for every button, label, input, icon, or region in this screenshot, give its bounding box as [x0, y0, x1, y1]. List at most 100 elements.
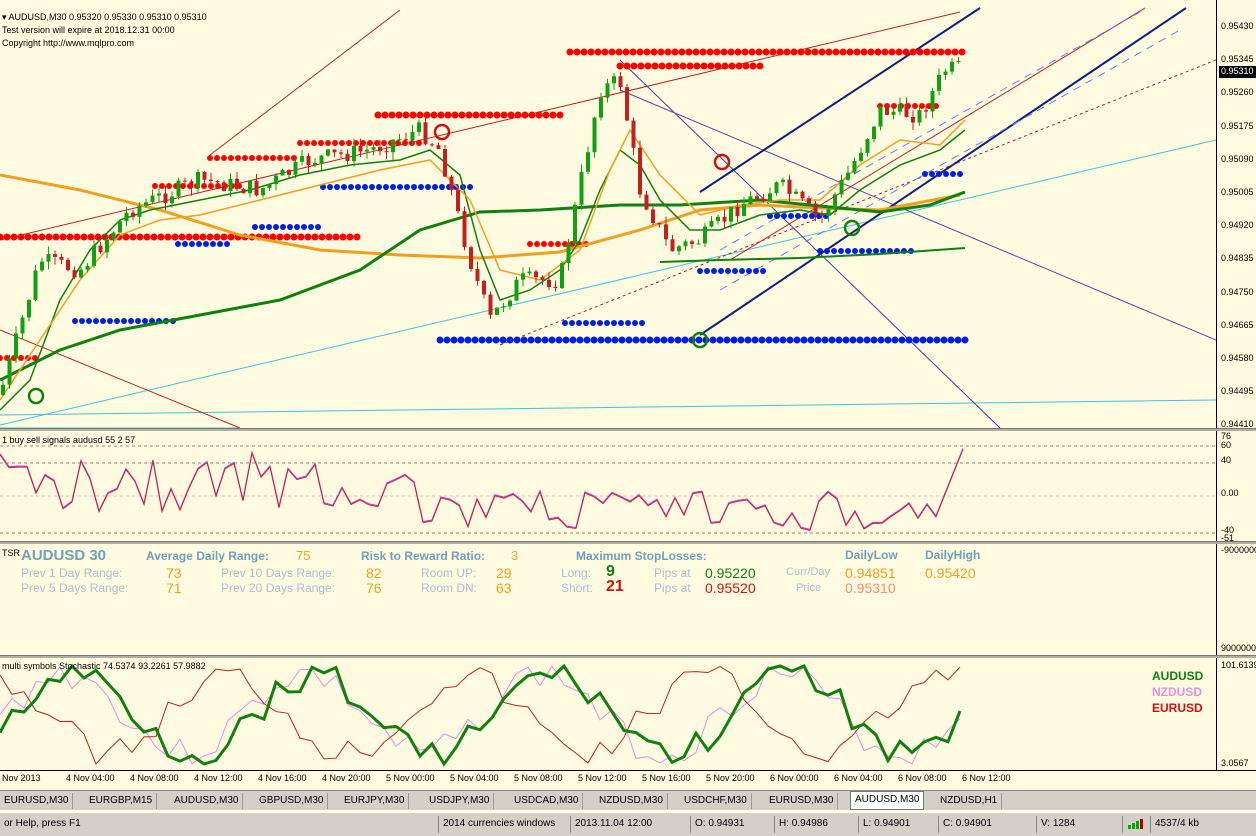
resistance-dot	[832, 48, 840, 56]
chart-tab[interactable]: EURGBP,M15	[85, 793, 158, 809]
chart-tab[interactable]: NZDUSD,H1	[936, 793, 1003, 809]
bear-candle	[378, 147, 382, 152]
pane-separator[interactable]	[0, 655, 1256, 658]
resistance-dot	[629, 48, 637, 56]
resistance-dot	[580, 48, 588, 56]
resistance-dot	[790, 48, 798, 56]
resistance-dot	[685, 48, 693, 56]
bear-candle	[651, 209, 655, 223]
oscillator-signal-line	[0, 449, 964, 532]
resistance-dot	[644, 62, 652, 70]
resistance-dot	[423, 111, 431, 119]
bull-candle	[92, 245, 96, 266]
bull-candle	[157, 193, 161, 196]
bull-candle	[527, 271, 532, 274]
bear-candle	[404, 139, 408, 141]
bear-candle	[443, 148, 447, 177]
resistance-dot	[17, 233, 25, 241]
bull-candle	[917, 110, 922, 123]
support-dot	[737, 336, 745, 344]
support-dot	[383, 184, 389, 190]
support-dot	[898, 336, 906, 344]
support-dot	[845, 248, 851, 254]
support-dot	[425, 184, 431, 190]
resistance-dot	[527, 241, 533, 247]
dropdown-arrow-icon[interactable]: ▾	[2, 12, 9, 22]
support-dot	[196, 241, 202, 247]
resistance-dot	[159, 183, 165, 189]
tsr-axis-bottom: 9000000	[1221, 643, 1256, 653]
pane-separator[interactable]	[0, 428, 1256, 431]
support-dot	[252, 224, 258, 230]
support-dot	[457, 336, 465, 344]
bull-candle	[768, 193, 772, 202]
eurusd-stochastic-line	[0, 665, 961, 765]
bear-candle	[800, 191, 805, 199]
support-dot	[788, 213, 794, 219]
room-dn-value: 63	[496, 580, 512, 596]
support-dot	[653, 336, 661, 344]
blue-dashed-line	[719, 11, 1141, 251]
profile-name[interactable]: 2014 currencies windows	[438, 816, 568, 833]
chart-tab[interactable]: EURUSD,M30	[765, 793, 839, 809]
bull-candle	[118, 221, 122, 233]
price-axis-label: 0.95090	[1221, 153, 1254, 164]
main-chart-pane[interactable]: ▾ AUDUSD,M30 0.95320 0.95330 0.95310 0.9…	[0, 0, 1216, 428]
resistance-dot	[895, 48, 903, 56]
tsr-label: TSR	[2, 548, 20, 558]
bull-candle	[410, 131, 415, 141]
bull-candle	[495, 307, 499, 315]
chart-tab[interactable]: NZDUSD,M30	[595, 793, 668, 809]
time-axis-label: 5 Nov 04:00	[450, 773, 499, 783]
support-dot	[753, 268, 759, 274]
pane-separator[interactable]	[0, 541, 1256, 544]
oscillator-axis-label: -40	[1221, 525, 1235, 535]
chart-tab[interactable]: EURJPY,M30	[340, 793, 410, 809]
time-axis-label: 4 Nov 20:00	[322, 773, 371, 783]
bear-candle	[813, 203, 818, 215]
resistance-dot	[207, 155, 213, 161]
chart-tab[interactable]: USDJPY,M30	[425, 793, 495, 809]
chart-tab[interactable]: USDCAD,M30	[510, 793, 584, 809]
chart-tab[interactable]: EURUSD,M30	[0, 793, 74, 809]
horizontal-trendline	[0, 399, 1216, 416]
prev10-label: Prev 10 Days Range:	[221, 566, 336, 580]
support-dot	[774, 213, 780, 219]
stochastic-pane[interactable]: multi symbols Stochastic 74.5374 93.2261…	[0, 658, 1216, 770]
bear-candle	[787, 179, 792, 194]
support-dot	[802, 213, 808, 219]
support-dot	[259, 224, 265, 230]
bear-candle	[761, 198, 766, 202]
support-dot	[376, 184, 382, 190]
price-axis-label: 0.94665	[1221, 319, 1254, 330]
bull-candle	[566, 243, 571, 264]
resistance-dot	[367, 140, 373, 146]
support-dot	[681, 336, 689, 344]
support-dot	[327, 184, 333, 190]
resistance-dot	[318, 233, 326, 241]
chart-tab[interactable]: USDCHF,M30	[680, 793, 752, 809]
support-dot	[870, 336, 878, 344]
support-dot	[863, 336, 871, 344]
support-dot	[877, 336, 885, 344]
tsr-symbol: AUDUSD 30	[21, 547, 107, 564]
support-dot	[492, 336, 500, 344]
resistance-dot	[888, 48, 896, 56]
resistance-dot	[549, 111, 557, 119]
resistance-dot	[208, 183, 214, 189]
oscillator-pane[interactable]: 1 buy sell signals audusd 55 2 57	[0, 431, 1216, 541]
chart-tab[interactable]: AUDUSD,M30	[170, 793, 244, 809]
support-dot	[950, 171, 956, 177]
tsr-axis: -9000000 9000000	[1216, 544, 1256, 655]
support-dot	[716, 336, 724, 344]
resistance-dot	[776, 48, 784, 56]
resistance-dot	[622, 48, 630, 56]
price-chart[interactable]	[0, 0, 1216, 428]
chart-tab[interactable]: GBPUSD,M30	[255, 793, 329, 809]
resistance-dot	[87, 233, 95, 241]
bear-candle	[131, 212, 135, 217]
chart-tab[interactable]: AUDUSD,M30	[850, 791, 925, 810]
support-dot	[604, 320, 610, 326]
curr-day-label: Curr/Day	[786, 566, 831, 578]
